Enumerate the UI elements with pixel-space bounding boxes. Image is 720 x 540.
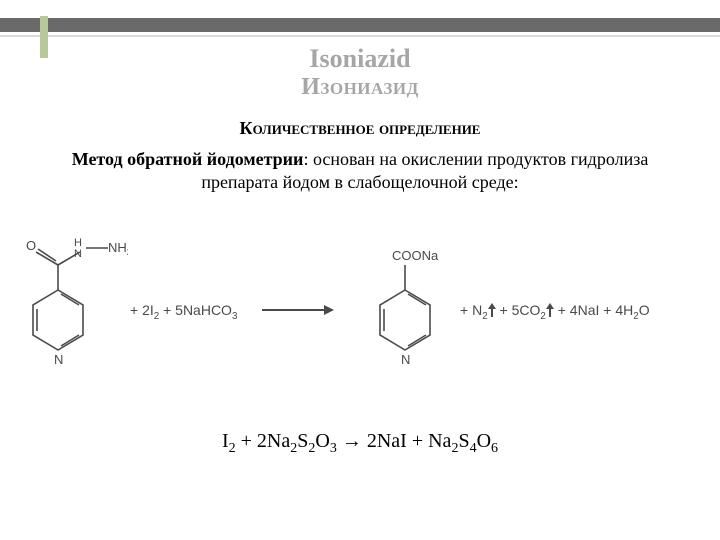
- reaction-scheme: O H N NH2 N + 2I2 + 5NaHCO3 COONa N + N2…: [0, 210, 720, 390]
- reagent-nahco3-text: + 5NaHCO: [159, 302, 232, 318]
- svg-text:N: N: [401, 352, 410, 367]
- section-subhead: Количественное определение: [0, 118, 720, 139]
- svg-text:N: N: [74, 248, 82, 260]
- reagent-nahco3-sub: 3: [232, 311, 237, 322]
- products-right: + N2 + 5CO2 + 4NaI + 4H2O: [460, 302, 720, 322]
- prod-nai: + 4NaI: [558, 302, 600, 318]
- header-rule: [0, 18, 720, 32]
- title-block: Isoniazid Изониазид: [0, 44, 720, 101]
- equation-thiosulfate: I2 + 2Na2S2O3 → 2NaI + Na2S4O6: [0, 430, 720, 457]
- reagents-left: + 2I2 + 5NaHCO3: [130, 302, 260, 322]
- svg-text:COONa: COONa: [392, 248, 439, 263]
- reagent-i2-text: + 2I: [130, 302, 154, 318]
- svg-text:N: N: [54, 352, 63, 367]
- svg-text:O: O: [26, 238, 36, 253]
- header-thinline: [0, 35, 720, 37]
- gas-arrow-icon: [488, 303, 496, 317]
- body-lead: Метод обратной йодометрии: [72, 149, 304, 169]
- prod-h2o: + 4H2O: [603, 302, 649, 318]
- body-text: Метод обратной йодометрии: основан на ок…: [40, 148, 680, 195]
- title-english: Isoniazid: [0, 44, 720, 74]
- prod-n2: + N2: [460, 302, 496, 318]
- svg-text:NH2: NH2: [108, 240, 128, 257]
- product-structure: COONa N: [360, 220, 460, 390]
- title-russian: Изониазид: [0, 74, 720, 101]
- gas-arrow-icon: [546, 303, 554, 317]
- prod-co2: + 5CO2: [500, 302, 554, 318]
- reaction-arrow-stem: [262, 309, 326, 311]
- reaction-arrow-head: [324, 305, 334, 315]
- reactant-structure: O H N NH2 N: [8, 220, 128, 390]
